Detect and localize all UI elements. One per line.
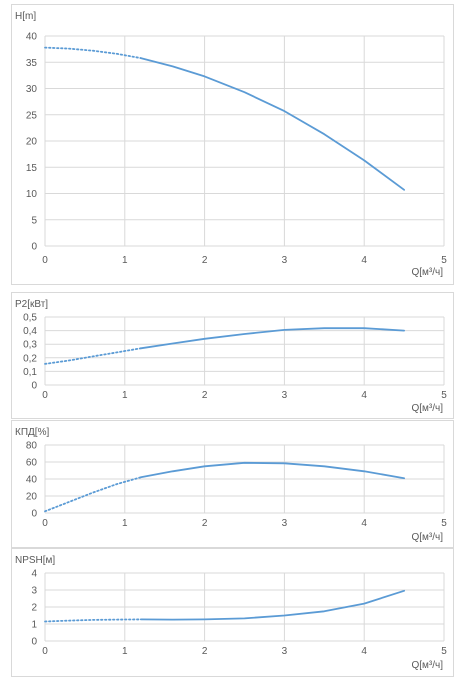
npsh-chart-panel: 0 1 2 3 4 0 1 2 3 4 5 NPSH[м] Q[м³/ч]	[11, 548, 454, 677]
x-tick-label: 4	[361, 255, 367, 266]
x-tick-label: 4	[361, 390, 367, 401]
y-tick-label: 0	[31, 637, 37, 648]
x-axis-title: Q[м³/ч]	[411, 660, 443, 671]
y-tick-label: 0,1	[23, 367, 37, 378]
x-axis-title: Q[м³/ч]	[411, 403, 443, 414]
x-axis-title: Q[м³/ч]	[411, 532, 443, 543]
x-tick-label: 5	[441, 646, 447, 657]
y-tick-label: 0,4	[23, 326, 37, 337]
x-tick-label: 2	[202, 390, 208, 401]
power-chart-panel: 0 0,1 0,2 0,3 0,4 0,5 0 1 2 3 4 5 P2[кВт] Q[м³/ч]	[11, 292, 454, 419]
x-tick-label: 0	[42, 390, 48, 401]
x-tick-label: 2	[202, 255, 208, 266]
series-line-solid	[139, 589, 406, 621]
efficiency-chart-panel: 0 20 40 60 80 0 1 2 3 4 5 КПД[%] Q[м³/ч]	[11, 420, 454, 548]
y-tick-label: 0	[31, 381, 37, 392]
series-line-solid	[139, 461, 406, 480]
y-tick-label: 2	[31, 603, 37, 614]
x-tick-label: 5	[441, 390, 447, 401]
y-tick-label: 20	[26, 492, 38, 503]
x-tick-label: 5	[441, 518, 447, 529]
y-tick-label: 4	[31, 569, 37, 580]
series-line-solid	[139, 57, 406, 191]
y-tick-label: 10	[26, 189, 38, 200]
y-axis-title: P2[кВт]	[15, 299, 48, 310]
x-tick-label: 1	[122, 646, 128, 657]
y-tick-label: 80	[26, 441, 38, 452]
y-tick-label: 0,2	[23, 353, 37, 364]
y-tick-label: 0	[31, 242, 37, 253]
y-tick-label: 15	[26, 163, 38, 174]
y-tick-label: 0,3	[23, 340, 37, 351]
y-tick-label: 1	[31, 620, 37, 631]
x-tick-label: 1	[122, 518, 128, 529]
series-line-dotted	[44, 46, 142, 59]
series-line-dotted	[44, 476, 142, 513]
y-tick-label: 40	[26, 475, 38, 486]
x-tick-label: 0	[42, 646, 48, 657]
x-tick-label: 2	[202, 646, 208, 657]
series-line-solid	[139, 327, 406, 350]
y-tick-label: 3	[31, 586, 37, 597]
x-tick-label: 0	[42, 255, 48, 266]
x-tick-label: 3	[282, 518, 288, 529]
x-tick-label: 2	[202, 518, 208, 529]
x-tick-label: 3	[282, 390, 288, 401]
x-tick-label: 1	[122, 255, 128, 266]
y-axis-title: КПД[%]	[15, 427, 49, 438]
x-tick-label: 1	[122, 390, 128, 401]
x-tick-label: 5	[441, 255, 447, 266]
y-tick-label: 30	[26, 84, 38, 95]
x-tick-label: 0	[42, 518, 48, 529]
y-axis-title: H[m]	[15, 11, 36, 22]
x-tick-label: 4	[361, 646, 367, 657]
series-line-dotted	[44, 347, 142, 365]
y-tick-label: 60	[26, 458, 38, 469]
npsh-chart: 0 1 2 3 4 0 1 2 3 4 5 NPSH[м] Q[м³/ч]	[15, 555, 447, 671]
series-line-dotted	[44, 618, 142, 623]
y-tick-label: 40	[26, 32, 38, 43]
x-axis-title: Q[м³/ч]	[411, 267, 443, 278]
x-tick-label: 3	[282, 646, 288, 657]
efficiency-chart: 0 20 40 60 80 0 1 2 3 4 5 КПД[%] Q[м³/ч]	[15, 427, 447, 543]
x-tick-label: 3	[282, 255, 288, 266]
head-chart-panel: 0 5 10 15 20 25 30 35 40 0 1 2 3 4 5 H[m] Q[м³/ч]	[11, 4, 454, 285]
y-tick-label: 25	[26, 110, 38, 121]
x-tick-label: 4	[361, 518, 367, 529]
head-chart: 0 5 10 15 20 25 30 35 40 0 1 2 3 4 5 H[m] Q[м³/ч]	[15, 11, 447, 278]
y-tick-label: 20	[26, 137, 38, 148]
y-axis-title: NPSH[м]	[15, 555, 55, 566]
y-tick-label: 0,5	[23, 313, 37, 324]
y-tick-label: 5	[31, 215, 37, 226]
y-tick-label: 35	[26, 58, 38, 69]
y-tick-label: 0	[31, 509, 37, 520]
power-chart: 0 0,1 0,2 0,3 0,4 0,5 0 1 2 3 4 5 P2[кВт] Q[м³/ч]	[15, 299, 447, 414]
